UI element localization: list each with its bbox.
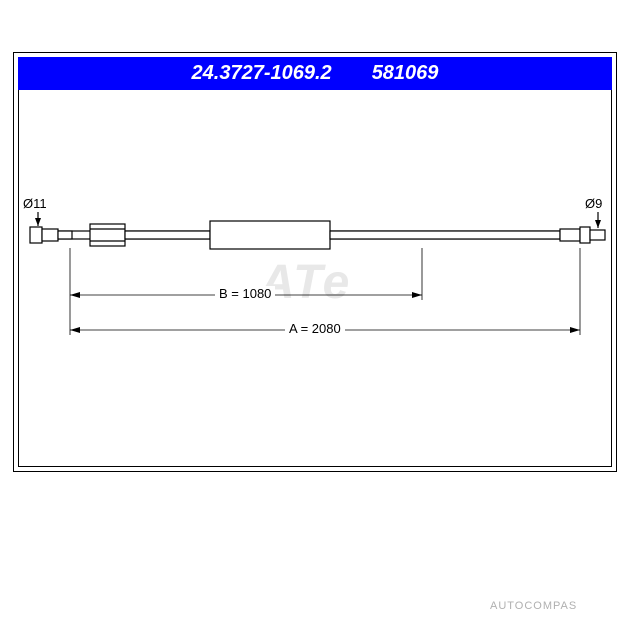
diagram-canvas: 24.3727-1069.2 581069 ATe xyxy=(0,0,630,630)
footer-watermark: AUTOCOMPAS xyxy=(490,600,577,612)
left-diameter-label: Ø11 xyxy=(23,196,47,211)
dimension-b-label: B = 1080 xyxy=(215,286,275,301)
right-diameter-label: Ø9 xyxy=(585,196,602,211)
dimension-a-label: A = 2080 xyxy=(285,321,345,336)
technical-drawing xyxy=(0,0,630,630)
